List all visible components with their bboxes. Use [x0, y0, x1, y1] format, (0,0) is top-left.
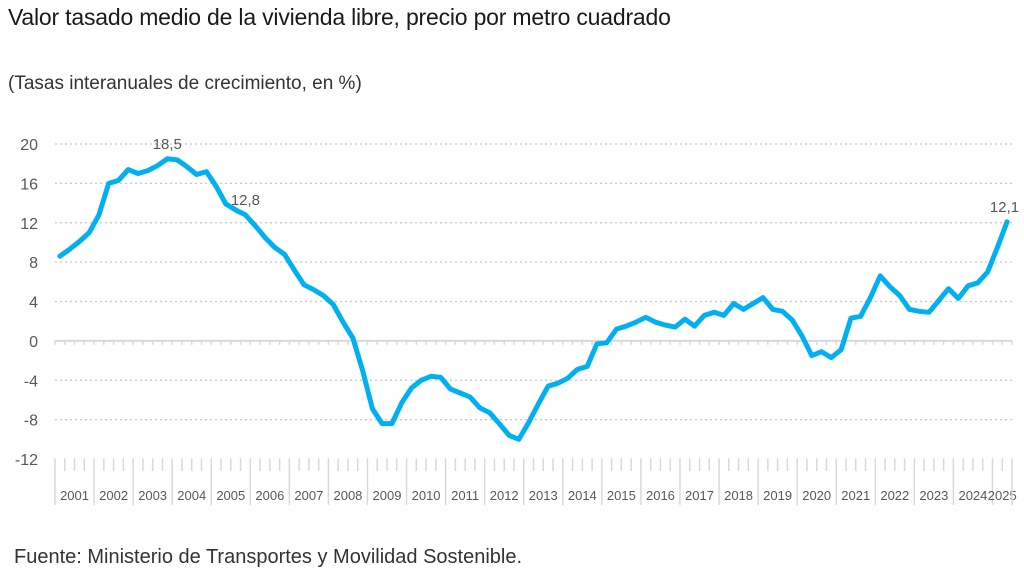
y-tick-label: -4 [24, 373, 38, 390]
data-label: 12,8 [231, 192, 260, 209]
series-line [57, 156, 1010, 442]
x-tick-label: 2009 [373, 488, 402, 503]
data-label: 18,5 [153, 136, 182, 153]
series-layer [57, 156, 1010, 442]
y-tick-label: 12 [20, 216, 38, 233]
x-tick-label: 2011 [451, 488, 479, 503]
y-tick-label: 20 [20, 137, 38, 154]
source-note: Fuente: Ministerio de Transportes y Movi… [14, 546, 523, 568]
y-tick-label: -8 [24, 413, 38, 430]
data-labels: 18,5 12,8 12,1 [153, 136, 1019, 216]
data-label: 12,1 [990, 199, 1019, 216]
x-tick-label: 2025 [988, 488, 1017, 503]
x-tick-label: 2021 [841, 488, 870, 503]
y-tick-label: 8 [29, 255, 38, 272]
x-tick-label: 2010 [412, 488, 441, 503]
x-tick-label: 2022 [880, 488, 909, 503]
y-tick-label: 16 [20, 176, 38, 193]
y-axis: 20 16 12 8 4 0 -4 -8 -12 [15, 137, 38, 469]
x-axis: 2001 2002 2003 2004 2005 2006 2007 2008 2009 2010… [54, 458, 1017, 505]
x-tick-label: 2006 [255, 488, 284, 503]
chart-title: Valor tasado medio de la vivienda libre,… [8, 4, 671, 30]
y-tick-label: 4 [29, 295, 38, 312]
x-tick-label: 2012 [490, 488, 519, 503]
x-tick-label: 2016 [646, 488, 675, 503]
x-tick-label: 2007 [294, 488, 323, 503]
x-tick-label: 2014 [568, 488, 597, 503]
x-tick-label: 2008 [333, 488, 362, 503]
x-tick-label: 2003 [138, 488, 167, 503]
x-tick-label: 2001 [60, 488, 89, 503]
y-tick-label: 0 [29, 334, 38, 351]
x-tick-label: 2019 [763, 488, 792, 503]
x-tick-label: 2005 [216, 488, 245, 503]
y-tick-label: -12 [15, 452, 38, 469]
x-tick-label: 2013 [529, 488, 558, 503]
chart-subtitle: (Tasas interanuales de crecimiento, en %… [8, 73, 362, 94]
x-tick-label: 2018 [724, 488, 753, 503]
x-tick-label: 2015 [607, 488, 636, 503]
gridlines [54, 143, 1013, 421]
x-tick-label: 2004 [177, 488, 206, 503]
x-tick-label: 2002 [99, 488, 128, 503]
x-tick-label: 2023 [919, 488, 948, 503]
x-tick-label: 2017 [685, 488, 714, 503]
x-tick-label: 2020 [802, 488, 831, 503]
x-tick-label: 2024 [958, 488, 987, 503]
